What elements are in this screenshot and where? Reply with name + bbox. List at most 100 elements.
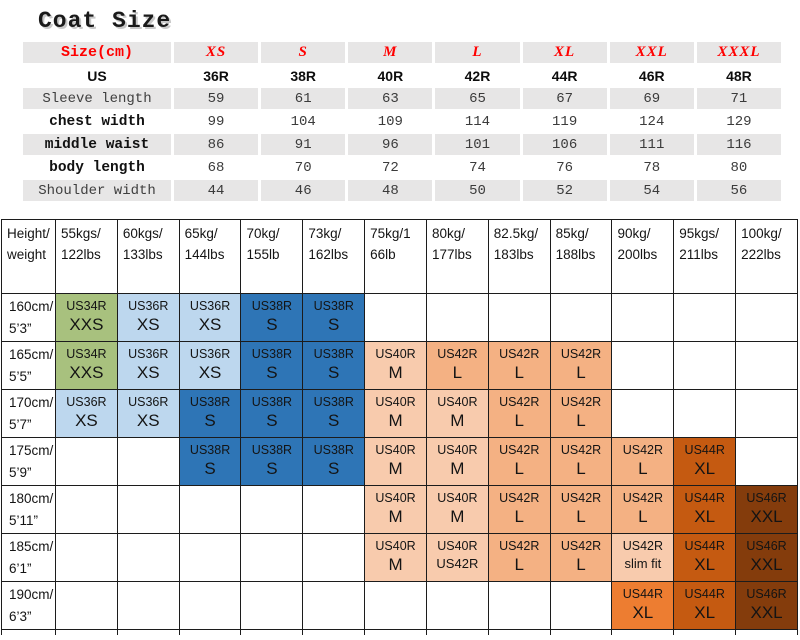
fit-cell-fit-label: M [450,459,465,479]
coat-size-table: Size(cm) XS S M L XL XXL XXXL US 36R 38R 40R 42R 44R 4… [20,40,784,203]
size-col-header: XXXL [696,42,781,63]
fit-cell: US46R XXL [735,581,798,630]
empty-cell [673,341,737,390]
fit-cell: US42R L [549,437,613,486]
fit-cell-size-label: US42R [499,539,540,553]
empty-cell [735,293,798,342]
fit-cell-fit-label: slim fit [624,556,662,572]
fit-cell-fit-label: M [450,507,465,527]
fit-cell-size-label: US42R [437,347,478,361]
empty-cell [549,293,613,342]
fit-cell-fit-label: XL [694,459,716,479]
size-value-cell: 65 [435,88,520,109]
fit-cell: US42R L [549,533,613,582]
fit-row: 185cm/ 6’1” US40R M US40R US42R US42R L US42R L U… [1,533,798,582]
empty-cell [487,581,551,630]
empty-cell [178,533,242,582]
fit-cell: US40R M [364,389,427,438]
fit-cell-fit-label: L [514,411,524,431]
size-value-cell: 68 [207,159,225,176]
fit-cell: US36R XS [116,389,180,438]
height-cell: 165cm/ 5’5” [1,341,56,390]
size-col-header: S [261,42,346,63]
fit-cell-size-label: US42R [560,539,602,553]
empty-cell [673,389,737,438]
fit-cell: US38R S [240,389,304,438]
size-value-cell: 46 [261,180,346,201]
fit-cell-fit-label: S [266,411,278,431]
fit-cell: US40R M [425,437,489,486]
empty-cell [116,437,180,486]
fit-cell-size-label: US36R [128,347,169,361]
fit-cell-fit-label: XXS [69,363,104,383]
fit-cell-size-label: US38R [251,443,293,457]
fit-cell-size-label: US38R [313,443,354,457]
fit-cell-fit-label: M [388,555,403,575]
fit-cell: US42R L [487,389,551,438]
size-value-cell: 59 [174,88,259,109]
weight-header-cell: 75kg/1 66lb [364,219,427,294]
row-label: middle waist [23,134,171,155]
fit-cell-fit-label: XS [136,363,160,383]
size-value-cell: 101 [435,134,520,155]
empty-cell [611,389,675,438]
row-label: body length [49,159,145,176]
fit-cell-fit-label: L [514,459,524,479]
size-value-cell: 116 [696,134,781,155]
fit-cell-fit-label: XXL [750,555,783,575]
fit-cell: US46R XXL [735,485,798,534]
fit-cell: US40R M [364,341,427,390]
fit-cell: US44R XL [611,581,675,630]
empty-cell [302,533,366,582]
fit-cell: US42R L [611,437,675,486]
fit-cell: US36R XS [55,389,118,438]
fit-cell-fit-label: L [452,363,463,383]
empty-cell [116,485,180,534]
fit-cell: US40R US42R [425,533,489,582]
empty-cell [302,581,366,630]
size-value-cell: 71 [696,88,781,109]
fit-cell-size-label: US42R [499,395,540,409]
cropped-cell [611,629,675,635]
empty-cell [55,437,118,486]
size-col-header: XS [174,42,259,63]
fit-cell: US38R S [302,293,366,342]
fit-cell: US38R S [302,341,366,390]
fit-cell-size-label: US38R [251,347,293,361]
fit-cell-fit-label: L [514,363,524,383]
empty-cell [425,581,489,630]
row-label: Sleeve length [23,88,171,109]
weight-header-cell: 95kgs/ 211lbs [673,219,737,294]
fit-cell: US34R XXS [55,293,118,342]
empty-cell [302,485,366,534]
weight-header-cell: 70kg/ 155lb [240,219,304,294]
fit-cell-fit-label: XS [198,315,222,335]
empty-cell [55,485,118,534]
fit-cell-size-label: US40R [437,443,478,457]
size-value-cell: 44R [551,67,578,84]
fit-row: 180cm/ 5’11” US40R M US40R M US42R L US42R L US42… [1,485,798,534]
fit-cell-size-label: US42R [560,395,602,409]
height-cell: 160cm/ 5’3” [1,293,56,342]
fit-cell: US42R L [549,389,613,438]
size-row-body-length: body length 68 70 72 74 76 78 80 [23,157,781,178]
row-label: chest width [49,113,145,130]
weight-header-cell: 60kgs/ 133lbs [116,219,180,294]
fit-row: 175cm/ 5’9” US38R S US38R S US38R S US40R M US40R… [1,437,798,486]
fit-cell-size-label: US42R [499,347,540,361]
size-value-cell: 67 [522,88,607,109]
fit-cell-fit-label: US42R [436,556,479,572]
cropped-cell [55,629,118,635]
fit-cell-fit-label: XS [75,411,98,431]
size-value-cell: 129 [726,113,752,130]
empty-cell [735,389,798,438]
fit-cell: US38R S [302,437,366,486]
fit-cell-size-label: US40R [375,347,416,361]
fit-cell-fit-label: L [514,507,524,527]
fit-cell-fit-label: M [388,363,403,383]
size-value-cell: 72 [381,159,399,176]
page-title: Coat Size [38,8,172,34]
cropped-cell [673,629,737,635]
fit-row: 165cm/ 5’5” US34R XXS US36R XS US36R XS US38R S U… [1,341,798,390]
